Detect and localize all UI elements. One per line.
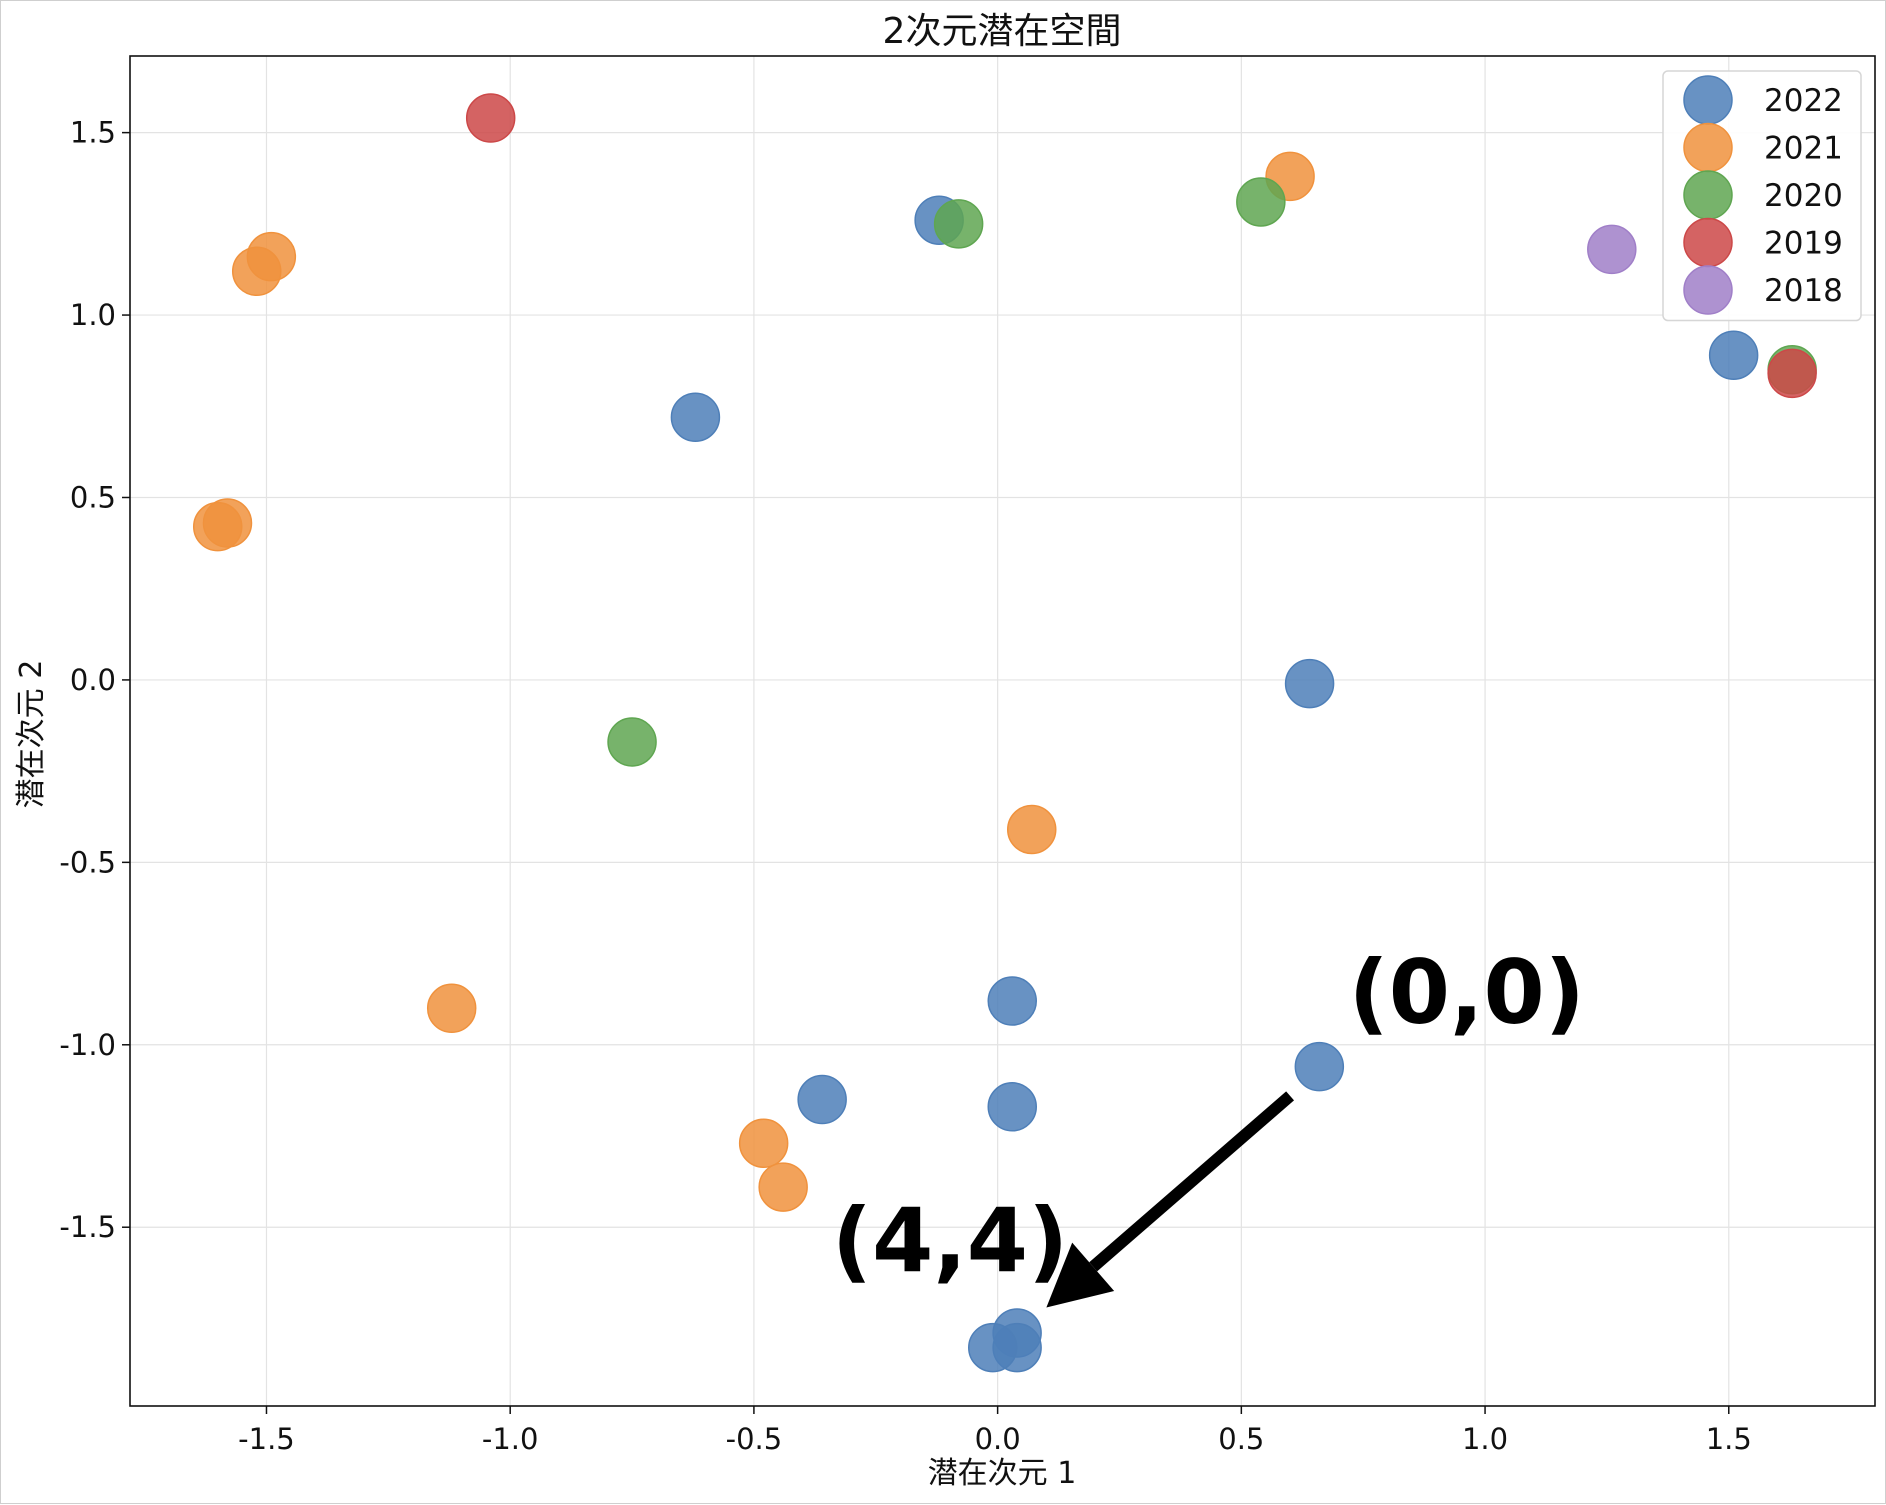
y-tick-label: -0.5 — [59, 845, 116, 879]
data-point-2021 — [192, 501, 243, 552]
annotation-arrow-head — [1046, 1242, 1115, 1308]
legend-marker-2019 — [1683, 217, 1733, 268]
legend-label-2022: 2022 — [1764, 83, 1843, 119]
legend-label-2018: 2018 — [1764, 273, 1843, 309]
data-point-2022 — [797, 1074, 847, 1125]
x-axis-ticks: -1.5 -1.0 -0.5 0.0 0.5 1.0 1.5 — [238, 1406, 1752, 1456]
data-point-2021 — [738, 1118, 789, 1169]
data-point-2021 — [426, 983, 477, 1034]
x-tick-label: 1.5 — [1706, 1422, 1752, 1456]
annotation-label: (4,4) — [832, 1189, 1068, 1292]
data-point-2022 — [987, 976, 1037, 1026]
data-point-2020 — [607, 717, 657, 767]
y-tick-label: -1.5 — [59, 1210, 116, 1244]
x-axis-label: 潜在次元 1 — [928, 1456, 1077, 1491]
x-tick-label: -0.5 — [726, 1422, 783, 1456]
y-tick-label: 1.5 — [70, 116, 116, 150]
data-point-2022 — [670, 392, 721, 442]
data-point-2022 — [968, 1322, 1018, 1373]
data-point-2022 — [1708, 330, 1759, 380]
plot-area-border — [129, 55, 1876, 1407]
y-tick-label: -1.0 — [59, 1028, 116, 1062]
data-point-2021 — [758, 1162, 808, 1212]
y-tick-label: 0.5 — [70, 480, 116, 514]
x-tick-label: -1.0 — [482, 1422, 539, 1456]
annotation-label: (0,0) — [1349, 941, 1585, 1044]
y-tick-label: 0.0 — [70, 663, 116, 697]
data-point-2018 — [1587, 224, 1637, 275]
y-tick-label: 1.0 — [70, 298, 116, 332]
data-point-2021 — [1006, 804, 1057, 855]
legend-marker-2020 — [1683, 170, 1733, 220]
x-tick-label: 1.0 — [1462, 1422, 1508, 1456]
data-point-2020 — [933, 199, 984, 249]
y-axis-label: 潜在次元 2 — [14, 660, 49, 809]
grid-lines — [130, 56, 1875, 1406]
data-point-2022 — [1284, 658, 1335, 709]
legend-marker-2022 — [1683, 75, 1733, 125]
x-tick-label: 0.5 — [1218, 1422, 1264, 1456]
chart-title: 2次元潜在空間 — [883, 11, 1122, 52]
data-point-2022 — [1294, 1041, 1345, 1092]
legend-marker-2021 — [1683, 122, 1733, 173]
data-point-2022 — [987, 1082, 1037, 1132]
annotations: (0,0) (4,4) — [832, 941, 1585, 1308]
legend: 2022 2021 2020 2019 2018 — [1662, 70, 1862, 322]
x-tick-label: 0.0 — [975, 1422, 1021, 1456]
y-axis-ticks: 1.5 1.0 0.5 0.0 -0.5 -1.0 -1.5 — [59, 116, 130, 1244]
legend-label-2021: 2021 — [1764, 131, 1843, 167]
legend-marker-2018 — [1683, 265, 1733, 315]
x-tick-label: -1.5 — [238, 1422, 295, 1456]
data-point-2020 — [1236, 177, 1286, 227]
legend-label-2019: 2019 — [1764, 226, 1843, 262]
legend-label-2020: 2020 — [1764, 178, 1843, 214]
data-points — [192, 93, 1817, 1373]
data-point-2019 — [1767, 348, 1817, 399]
data-point-2021 — [231, 246, 282, 297]
data-point-2019 — [465, 93, 516, 143]
annotation-arrow-shaft — [1089, 1091, 1295, 1272]
